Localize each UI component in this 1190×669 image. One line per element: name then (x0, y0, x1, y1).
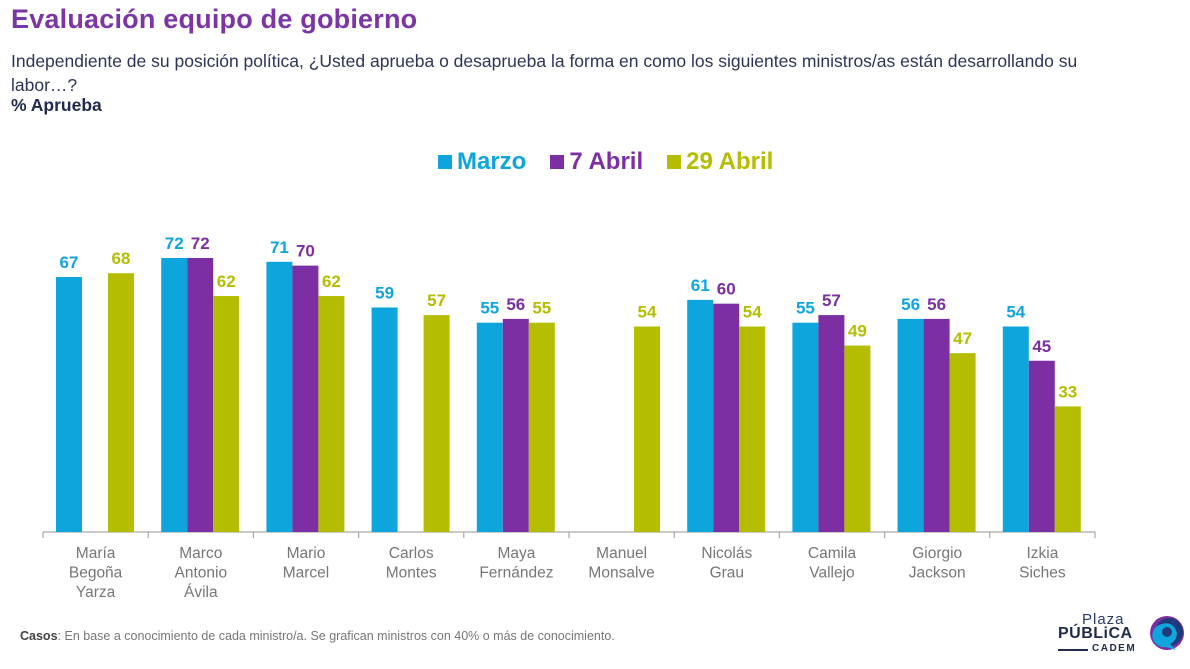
legend-swatch-marzo (438, 155, 452, 169)
data-label-29-abril-manuel-monsalve: 54 (638, 303, 657, 322)
data-label-marzo-marco-antonio-avila: 72 (165, 234, 184, 253)
data-label-7-abril-giorgio-jackson: 56 (927, 295, 946, 314)
bar-29-abril-giorgio-jackson (949, 353, 976, 532)
bar-marzo-maya-fernandez (476, 322, 503, 532)
legend-item-29-abril: 29 Abril (667, 148, 773, 176)
data-label-marzo-giorgio-jackson: 56 (901, 295, 920, 314)
bar-29-abril-maria-begona-yarza (108, 273, 134, 532)
logo-underline (1058, 649, 1088, 651)
legend-item-marzo: Marzo (438, 148, 526, 176)
question-text: Independiente de su posición política, ¿… (11, 51, 1078, 95)
bar-29-abril-carlos-montes (423, 315, 450, 532)
legend-label-marzo: Marzo (457, 148, 527, 175)
legend-label-29-abril: 29 Abril (686, 148, 774, 175)
chart-title: Evaluación equipo de gobierno (11, 4, 418, 34)
data-label-29-abril-nicolas-grau: 54 (743, 303, 762, 322)
data-label-29-abril-camila-vallejo: 49 (848, 322, 867, 341)
bar-marzo-marco-antonio-avila (161, 258, 188, 532)
logo-text-publica: PÚBLiCA (1058, 625, 1133, 642)
data-label-29-abril-maya-fernandez: 55 (532, 299, 551, 318)
data-label-29-abril-mario-marcel: 62 (322, 272, 341, 291)
legend: Marzo 7 Abril 29 Abril (438, 148, 773, 176)
data-label-29-abril-giorgio-jackson: 47 (953, 329, 972, 348)
bar-marzo-nicolas-grau (687, 299, 714, 532)
data-label-29-abril-izkia-siches: 33 (1058, 382, 1077, 401)
x-tick-label-maya-fernandez: Maya Fernández (479, 545, 553, 582)
footnote-label: Casos (20, 629, 58, 643)
x-tick-label-izkia-siches: Izkia Siches (1019, 545, 1066, 582)
bar-marzo-maria-begona-yarza (56, 277, 82, 532)
data-label-marzo-maria-begona-yarza: 67 (60, 253, 79, 272)
x-tick-label-carlos-montes: Carlos Montes (386, 545, 437, 582)
bar-29-abril-maya-fernandez (528, 322, 555, 532)
logo-text-plaza: Plaza (1082, 611, 1125, 628)
bar-marzo-izkia-siches (1002, 326, 1029, 532)
data-label-29-abril-carlos-montes: 57 (427, 291, 446, 310)
data-label-marzo-izkia-siches: 54 (1006, 303, 1025, 322)
bar-29-abril-izkia-siches (1054, 406, 1081, 532)
x-tick-label-nicolas-grau: Nicolás Grau (701, 545, 752, 582)
bar-29-abril-mario-marcel (318, 296, 345, 532)
bar-7-abril-giorgio-jackson (923, 318, 950, 532)
bar-7-abril-mario-marcel (292, 265, 319, 532)
bar-29-abril-marco-antonio-avila (213, 296, 240, 532)
x-tick-label-marco-antonio-avila: Marco Antonio Ávila (175, 545, 228, 601)
bar-7-abril-maya-fernandez (502, 318, 529, 532)
data-label-7-abril-izkia-siches: 45 (1032, 337, 1051, 356)
logo-text-cadem: CADEM (1092, 643, 1137, 654)
x-tick-label-maria-begona-yarza: María Begoña Yarza (69, 545, 123, 601)
data-label-29-abril-marco-antonio-avila: 62 (217, 272, 236, 291)
data-label-7-abril-mario-marcel: 70 (296, 242, 315, 261)
data-label-7-abril-maya-fernandez: 56 (506, 295, 525, 314)
data-label-marzo-camila-vallejo: 55 (796, 299, 815, 318)
bar-29-abril-nicolas-grau (739, 326, 766, 532)
bar-29-abril-camila-vallejo (844, 345, 871, 532)
footnote-text: : En base a conocimiento de cada ministr… (57, 629, 615, 643)
legend-label-7-abril: 7 Abril (569, 148, 644, 175)
bar-marzo-camila-vallejo (792, 322, 819, 532)
bar-7-abril-izkia-siches (1028, 360, 1055, 532)
plaza-publica-cadem-logo: Plaza PÚBLiCA CADEM (1058, 611, 1188, 661)
x-tick-label-camila-vallejo: Camila Vallejo (808, 545, 857, 582)
bar-7-abril-camila-vallejo (818, 315, 845, 532)
bar-7-abril-nicolas-grau (713, 303, 740, 532)
data-label-marzo-carlos-montes: 59 (375, 283, 394, 302)
legend-swatch-7-abril (550, 155, 565, 169)
legend-item-7-abril: 7 Abril (550, 148, 643, 176)
data-label-marzo-mario-marcel: 71 (270, 238, 289, 257)
bar-marzo-giorgio-jackson (897, 318, 924, 532)
data-label-7-abril-marco-antonio-avila: 72 (191, 234, 210, 253)
legend-swatch-29-abril (667, 155, 682, 169)
speech-bubble-logo-icon (1150, 616, 1184, 650)
bar-marzo-mario-marcel (266, 261, 293, 532)
bar-29-abril-manuel-monsalve (634, 326, 660, 532)
data-label-7-abril-nicolas-grau: 60 (717, 280, 736, 299)
x-tick-label-manuel-monsalve: Manuel Monsalve (588, 545, 654, 582)
bar-marzo-carlos-montes (371, 307, 398, 532)
data-label-marzo-nicolas-grau: 61 (691, 276, 710, 295)
bar-7-abril-marco-antonio-avila (187, 258, 214, 532)
data-label-7-abril-camila-vallejo: 57 (822, 291, 841, 310)
footnote: Casos: En base a conocimiento de cada mi… (20, 629, 615, 643)
measure-label: % Aprueba (11, 95, 102, 115)
data-label-marzo-maya-fernandez: 55 (480, 299, 499, 318)
x-tick-label-giorgio-jackson: Giorgio Jackson (909, 545, 966, 582)
x-tick-label-mario-marcel: Mario Marcel (283, 545, 330, 582)
data-label-29-abril-maria-begona-yarza: 68 (112, 249, 131, 268)
